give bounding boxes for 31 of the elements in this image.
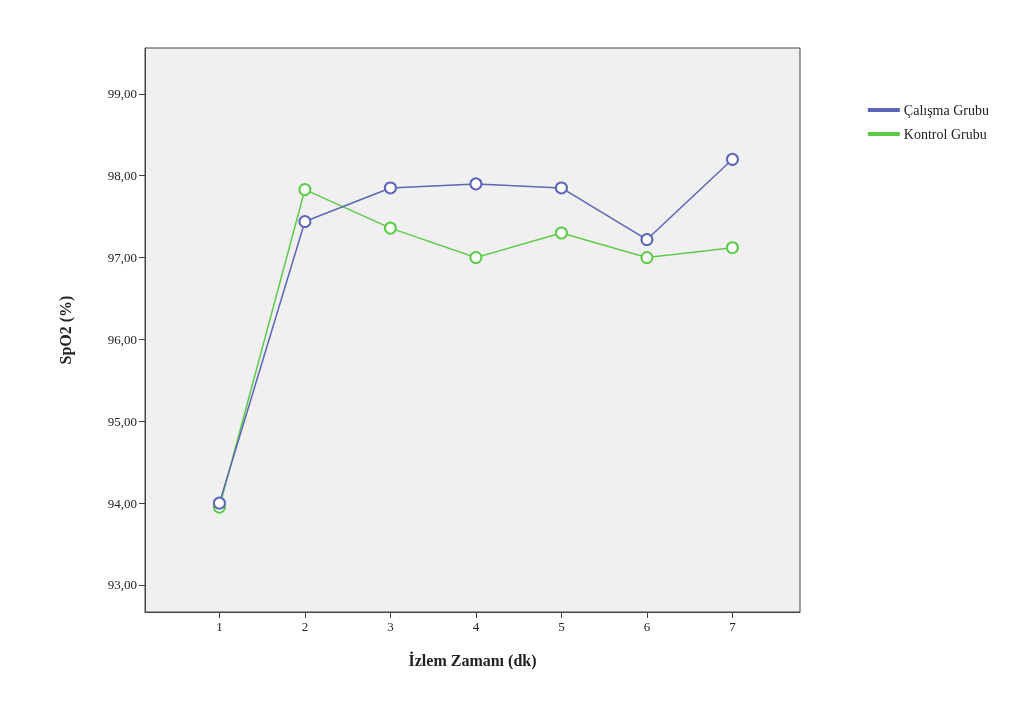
point (298, 215, 312, 229)
legend-label: Kontrol Grubu (903, 126, 987, 142)
x-tick-label: 4 (472, 619, 480, 634)
point (212, 496, 226, 510)
x-tick-label: 7 (729, 619, 737, 634)
y-axis-title: SpO2 (%) (56, 295, 75, 365)
point (554, 226, 568, 240)
x-tick-label: 2 (301, 619, 309, 634)
x-tick-label: 5 (558, 619, 565, 634)
x-tick-label: 3 (387, 619, 394, 634)
y-tick-label: 96,00 (107, 331, 137, 347)
point (469, 251, 483, 265)
point (640, 251, 654, 265)
point (383, 181, 397, 195)
x-tick-label: 1 (216, 619, 223, 634)
point (725, 152, 739, 166)
y-tick-label: 95,00 (107, 413, 137, 429)
legend-label: Çalışma Grubu (903, 102, 989, 118)
point (383, 221, 397, 235)
y-tick-label: 99,00 (107, 86, 137, 102)
x-tick-label: 6 (643, 619, 651, 634)
x-axis-title: İzlem Zamanı (dk) (408, 650, 537, 670)
y-tick-label: 97,00 (107, 250, 137, 266)
point (554, 181, 568, 195)
y-tick-label: 98,00 (107, 168, 137, 184)
point (469, 177, 483, 191)
y-tick-label: 94,00 (107, 495, 137, 511)
y-tick-label: 93,00 (107, 577, 137, 593)
point (725, 241, 739, 255)
point (640, 233, 654, 247)
point (298, 183, 312, 197)
